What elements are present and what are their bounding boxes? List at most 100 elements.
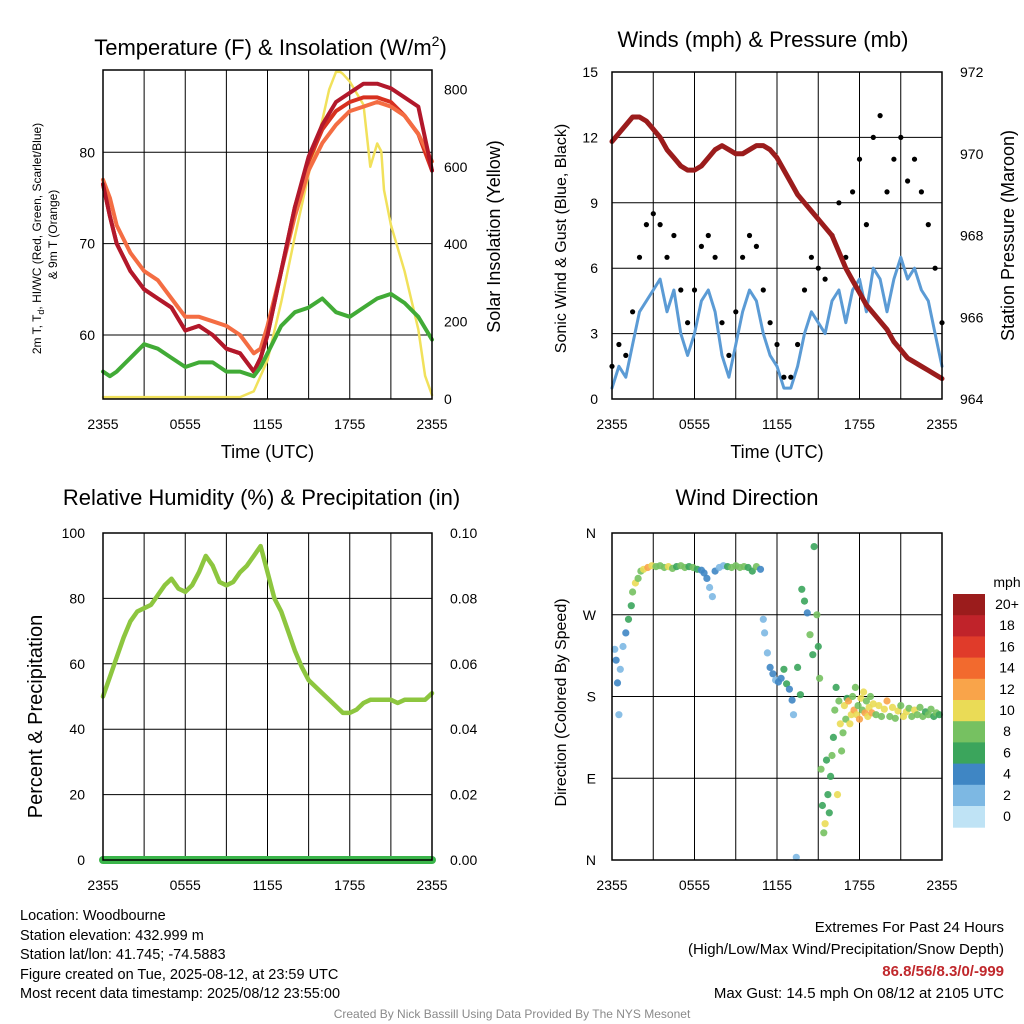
direction-point [806,631,814,639]
legend-swatch [953,721,985,743]
legend-label: 18 [999,617,1015,633]
y-right-tick-label: 600 [444,159,468,175]
sonic-wind-line [610,255,944,390]
legend-swatch [953,784,985,807]
gust-point [664,254,670,260]
extremes-subtitle: (High/Low/Max Wind/Precipitation/Snow De… [688,941,1004,958]
gust-point [616,341,622,348]
direction-point [818,801,827,810]
direction-point [814,642,822,651]
gust-point [719,320,725,326]
direction-point [769,670,777,678]
direction-point [700,569,708,577]
legend-label: 0 [1003,808,1011,824]
gust-point [870,134,876,140]
relative-humidity-line [100,543,435,716]
legend-label: 6 [1003,744,1011,760]
y-right-tick-label: 0 [444,391,452,407]
x-tick-label: 1155 [762,877,792,893]
y-tick-label: 100 [62,525,86,541]
direction-point [800,597,809,605]
direction-point [905,704,913,712]
legend-label: 16 [999,638,1015,654]
direction-point [836,720,844,728]
y-tick-label: 80 [79,144,95,160]
y-tick-label: 0 [77,852,85,868]
legend-label: 12 [999,681,1015,697]
x-tick-label: 0555 [679,877,710,893]
wind-speed-legend: mph 20+ 18 16 14 12 10 8 6 4 2 0 [953,574,1021,828]
gust-point [801,287,808,293]
solar-insolation-line [101,70,434,399]
gust-point [712,254,718,260]
gust-point [678,287,684,293]
direction-point [822,756,831,764]
direction-point [827,772,835,781]
ylabel-part: , HI/WC (Red, Green, Scarlet/Blue) [30,123,44,310]
direction-point [706,583,714,592]
gust-point [726,352,732,358]
direction-point [763,649,772,657]
y-right-tick-label: 0.06 [450,656,477,672]
direction-point [838,747,846,755]
direction-point [927,705,935,713]
gust-point [774,341,780,348]
direction-point [872,711,880,719]
direction-point [703,574,711,583]
gust-point [891,156,897,162]
x-tick-label: 2355 [596,877,627,893]
y-right-tick-label: 968 [960,228,984,244]
x-tick-label: 1755 [844,877,875,893]
direction-point [935,711,943,719]
y-tick-label: W [583,607,597,623]
legend-label: 14 [999,660,1015,676]
y-right-tick-label: 0.08 [450,590,477,606]
direction-point [616,665,624,673]
y-right-axis-label: Station Pressure (Maroon) [998,130,1018,341]
direction-point [880,705,888,713]
gust-point [671,232,677,239]
direction-point [756,565,765,573]
y-tick-label: 9 [590,195,598,211]
direction-point [924,711,932,719]
x-tick-label: 0555 [679,416,710,432]
y-tick-label: E [587,770,596,786]
y-tick-label: 3 [590,326,598,342]
gust-point [856,156,863,162]
y-axis-label: 2m T, Td, HI/WC (Red, Green, Scarlet/Blu… [30,123,46,354]
direction-point [869,700,877,708]
legend-swatch [953,700,985,722]
station-pressure-line [609,114,945,382]
gust-point [843,254,849,260]
direction-point [622,629,630,637]
gust-point [822,276,828,282]
direction-point [854,702,862,710]
title-superscript: 2 [432,33,440,49]
direction-point [833,791,842,799]
legend-swatch [953,742,985,765]
x-axis-label: Time (UTC) [221,442,314,462]
direction-point [634,574,642,583]
legend-swatch [953,636,985,659]
gust-point [623,352,629,358]
gust-point [630,309,636,315]
direction-point [777,674,785,682]
direction-point [803,609,811,617]
x-tick-label: 1155 [762,416,792,432]
direction-point [813,611,821,619]
direction-point [829,733,838,742]
title-text: Temperature (F) & Insolation (W/m [94,35,431,60]
gust-point [643,222,650,228]
gust-point [685,320,691,326]
x-tick-label: 2355 [596,416,627,432]
station-info: Location: Woodbourne Station elevation: … [20,907,340,1005]
y-right-tick-label: 0.02 [450,787,477,803]
direction-point [789,711,798,719]
legend-label: 10 [999,702,1015,718]
direction-point [821,820,829,828]
y-right-tick-label: 0.10 [450,525,477,541]
direction-point [857,694,865,702]
direction-point [612,656,620,664]
gust-point [740,254,746,260]
